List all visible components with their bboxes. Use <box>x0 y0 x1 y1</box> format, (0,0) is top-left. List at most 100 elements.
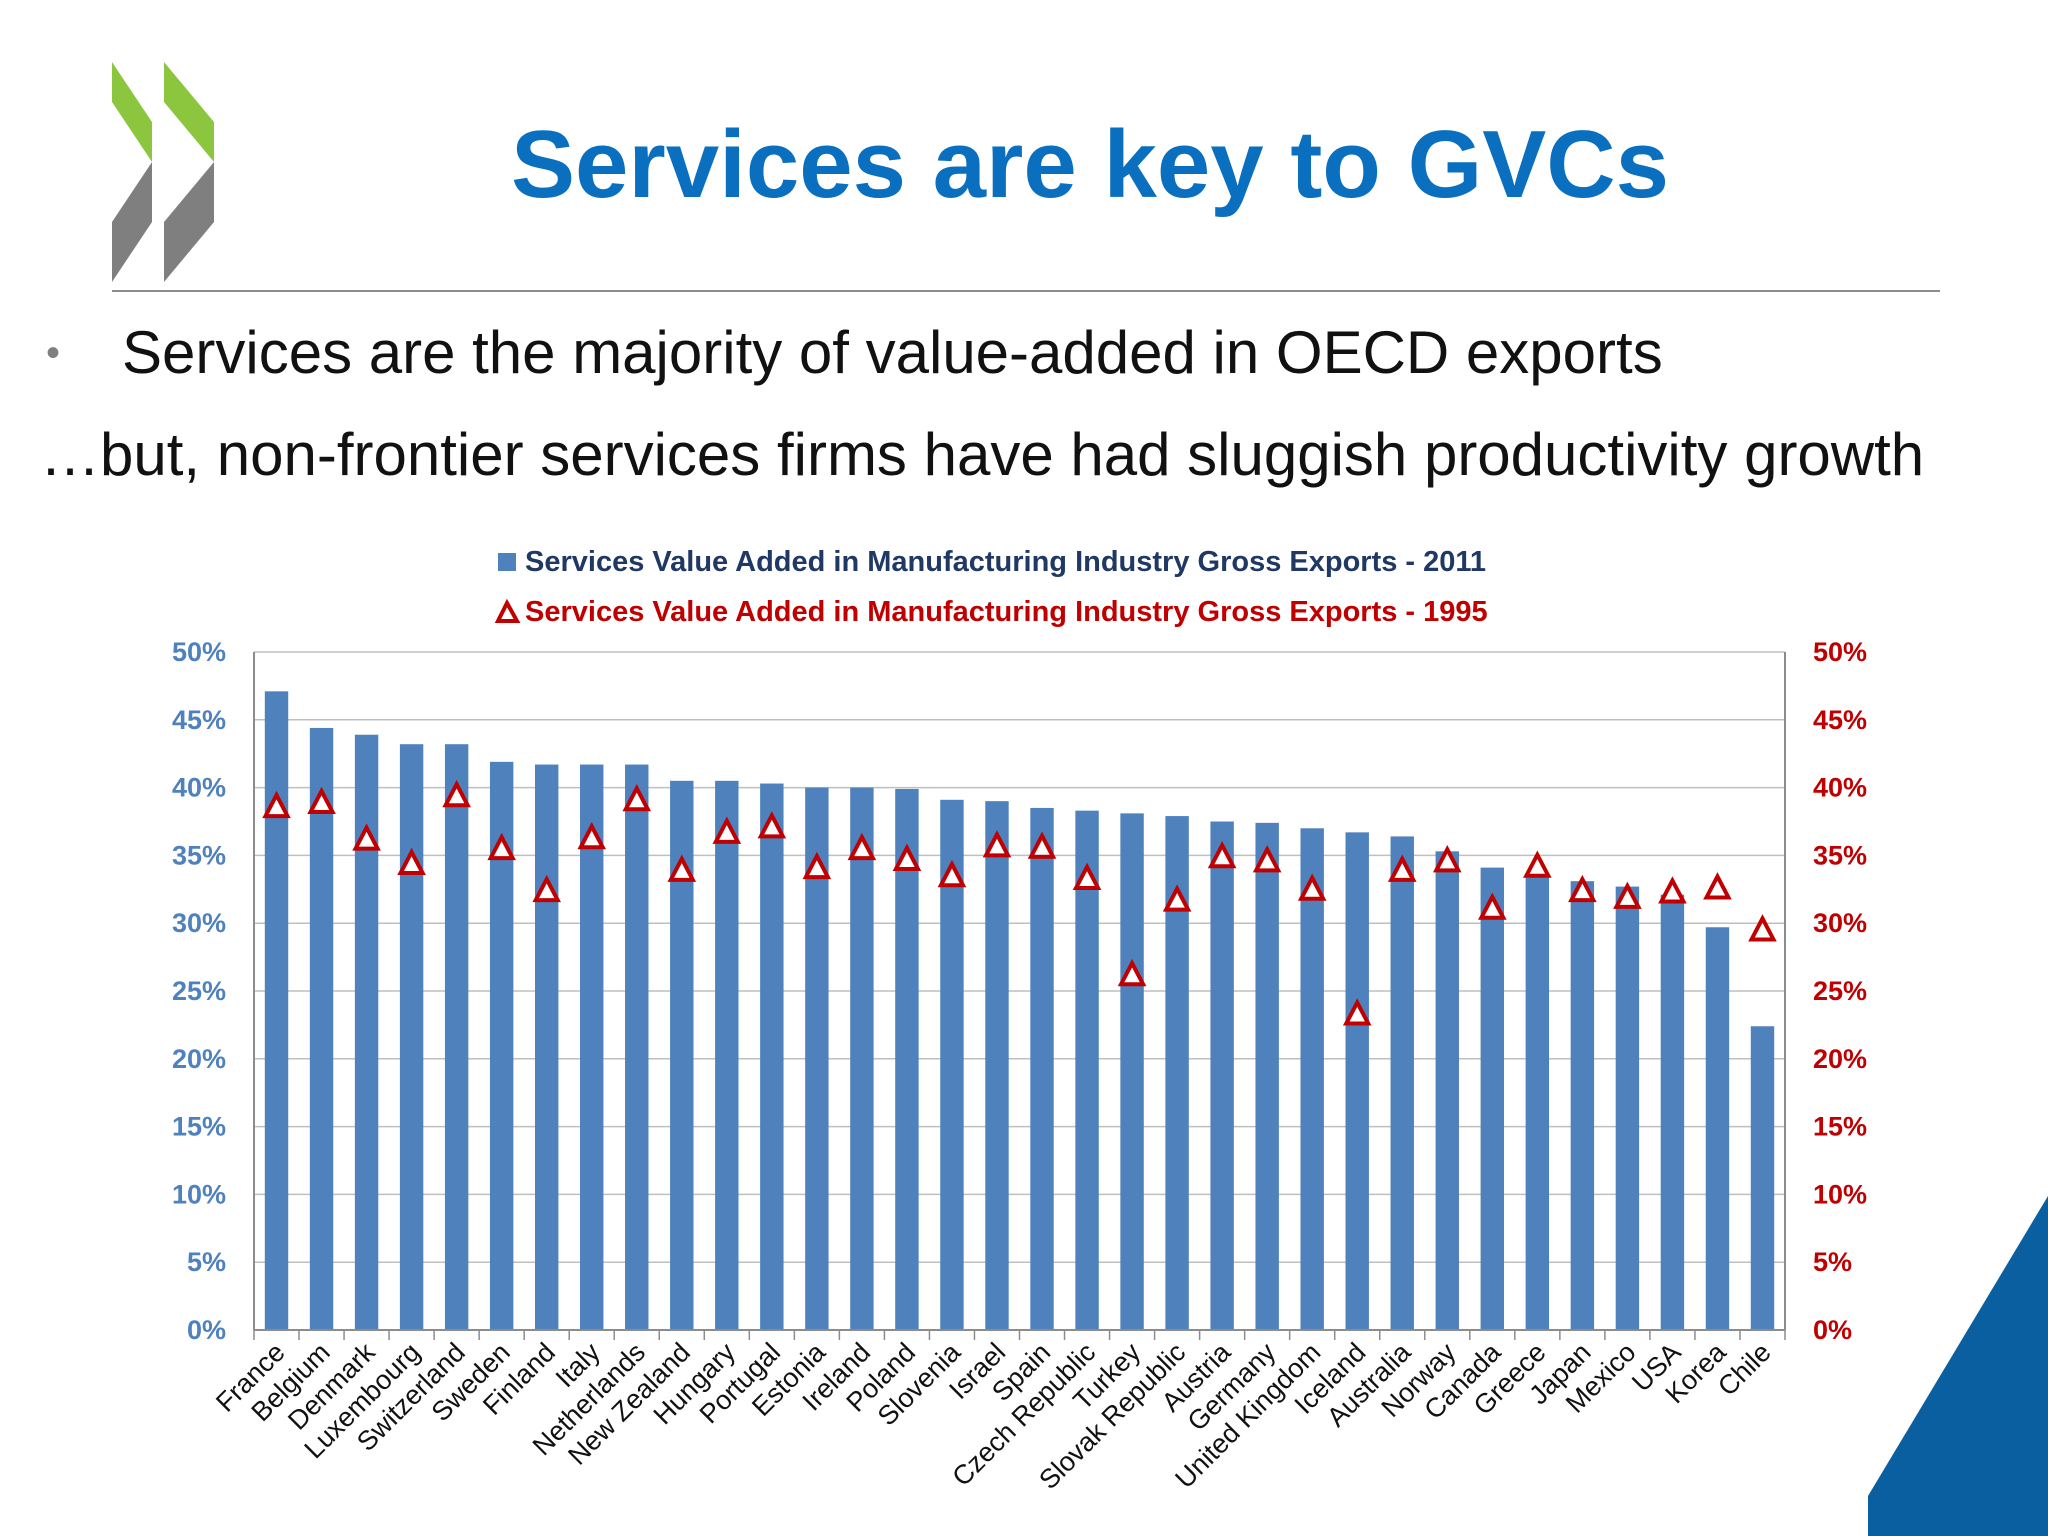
bar <box>760 783 784 1330</box>
legend-bar-swatch <box>498 553 516 571</box>
bar <box>1525 873 1550 1330</box>
logo-chevron-1-gray <box>112 162 152 282</box>
triangle-marker <box>712 816 742 844</box>
triangle-marker <box>1703 872 1732 900</box>
slide-title: Services are key to GVCs <box>510 111 1670 218</box>
logo-chevron-2-gray <box>164 162 214 282</box>
y2-tick-label: 45% <box>1813 705 1867 735</box>
y-tick-label: 0% <box>187 1315 226 1345</box>
y-tick-label: 15% <box>172 1112 226 1142</box>
y-tick-label: 25% <box>172 976 226 1006</box>
bar <box>1435 851 1459 1330</box>
triangle-marker <box>1523 850 1552 878</box>
y2-tick-label: 0% <box>1813 1315 1852 1345</box>
y2-tick-label: 35% <box>1813 840 1867 870</box>
y-tick-label: 50% <box>172 637 226 667</box>
triangle-marker <box>937 859 967 888</box>
bar <box>850 787 874 1330</box>
bar <box>1120 813 1144 1330</box>
y-tick-label: 20% <box>172 1044 226 1074</box>
triangle-marker <box>487 832 516 861</box>
triangle-marker <box>1478 892 1507 920</box>
bar <box>489 761 514 1330</box>
logo-chevron-1-green <box>112 62 152 162</box>
bar <box>534 764 559 1330</box>
triangle-marker <box>262 790 291 819</box>
y-tick-label: 30% <box>172 908 226 938</box>
oecd-logo <box>112 62 214 282</box>
bar <box>264 691 289 1330</box>
triangle-marker <box>667 854 697 882</box>
x-tick-label: Chile <box>1712 1337 1777 1402</box>
triangle-marker <box>1027 831 1057 859</box>
triangle-marker <box>1387 854 1417 882</box>
bullet-text: Services are the majority of value-added… <box>122 319 1663 386</box>
subline-text: …but, non-frontier services firms have h… <box>40 421 1925 488</box>
logo-chevron-2-green <box>164 62 214 162</box>
bar <box>1390 836 1414 1330</box>
triangle-marker <box>442 779 471 808</box>
bar <box>1165 816 1189 1330</box>
triangle-marker <box>1568 874 1597 903</box>
triangle-marker <box>1297 873 1327 901</box>
bar <box>1570 881 1595 1330</box>
corner-decoration <box>1868 1196 2048 1536</box>
bullet-dot-icon: • <box>46 331 61 375</box>
triangle-marker <box>622 783 652 812</box>
bar <box>1750 1026 1775 1330</box>
bar <box>940 799 964 1330</box>
triangle-marker <box>892 843 922 871</box>
triangle-marker <box>1658 876 1687 904</box>
triangle-marker <box>802 851 832 880</box>
chart-svg: 0% 5% 10% 15% 20% 25% 30% 35% 40% 45% 50% 0% 5% 10% 15… <box>172 546 1867 1495</box>
corner-shape <box>1868 1196 2048 1536</box>
triangle-marker <box>757 811 787 839</box>
y2-tick-label: 40% <box>1813 773 1867 803</box>
triangle-marker <box>1252 845 1282 873</box>
y-tick-label: 5% <box>187 1247 226 1277</box>
triangle-marker <box>352 823 381 851</box>
title-divider <box>112 290 1940 292</box>
triangle-marker <box>1613 881 1642 909</box>
triangle-marker <box>307 786 336 815</box>
y2-tick-label: 10% <box>1813 1179 1867 1209</box>
bar <box>895 788 919 1330</box>
bar <box>309 727 334 1330</box>
y2-tick-label: 50% <box>1813 637 1867 667</box>
legend-triangle-swatch <box>494 598 521 623</box>
triangle-marker <box>1748 914 1777 942</box>
y-tick-label: 40% <box>172 773 226 803</box>
bar <box>444 744 469 1330</box>
bar <box>1300 828 1324 1330</box>
legend-label-1995: Services Value Added in Manufacturing In… <box>525 596 1488 628</box>
bar <box>1660 894 1685 1330</box>
y2-tick-label: 15% <box>1813 1112 1867 1142</box>
y-tick-label: 35% <box>172 840 226 870</box>
triangle-marker <box>847 832 877 861</box>
bar <box>1075 810 1099 1330</box>
bar <box>1210 821 1234 1330</box>
triangle-marker <box>1207 840 1237 869</box>
bar <box>1255 822 1279 1330</box>
triangle-marker <box>1342 998 1372 1026</box>
triangle-marker <box>982 830 1012 858</box>
bar <box>1705 927 1730 1330</box>
triangle-marker <box>1117 958 1147 987</box>
bar <box>354 734 379 1330</box>
chart-area: 0% 5% 10% 15% 20% 25% 30% 35% 40% 45% 50% 0% 5% 10% 15… <box>0 520 2048 1536</box>
y2-tick-label: 5% <box>1813 1247 1852 1277</box>
bar <box>715 780 739 1330</box>
bar <box>1615 886 1640 1330</box>
bar <box>805 787 829 1330</box>
y2-tick-label: 30% <box>1813 908 1867 938</box>
legend-label-2011: Services Value Added in Manufacturing In… <box>525 546 1486 578</box>
y-tick-label: 45% <box>172 705 226 735</box>
bar <box>1030 807 1054 1330</box>
y2-tick-label: 25% <box>1813 976 1867 1006</box>
bar <box>625 764 649 1330</box>
triangle-marker <box>1072 862 1102 890</box>
triangle-marker <box>532 874 561 903</box>
y2-tick-label: 20% <box>1813 1044 1867 1074</box>
bar <box>399 744 424 1330</box>
y-tick-label: 10% <box>172 1179 226 1209</box>
